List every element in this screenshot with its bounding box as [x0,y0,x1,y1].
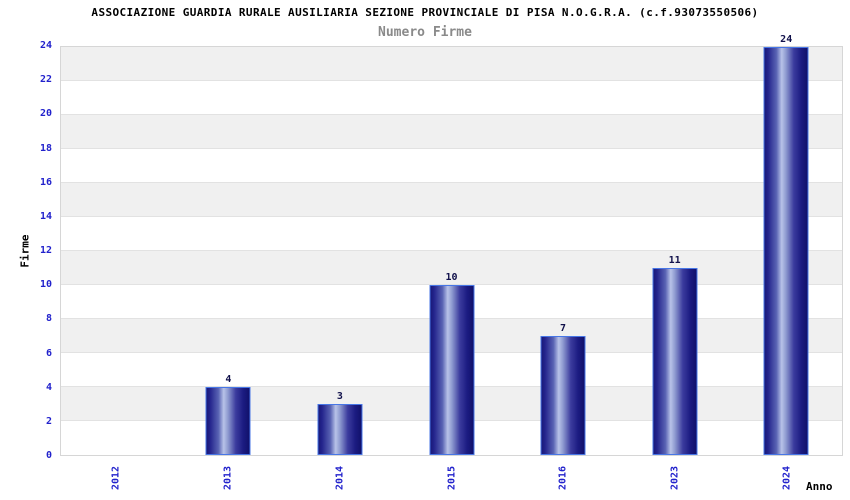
bar-2014 [317,404,363,455]
bar-2013 [205,387,251,455]
gridline [61,181,842,183]
bar-2024 [763,47,809,455]
y-tick-label: 0 [45,450,52,461]
gridline [61,216,842,217]
y-tick-label: 10 [39,279,52,291]
y-tick-label: 4 [45,381,52,393]
bar-2023 [652,268,698,455]
bar-value-label: 10 [445,272,458,283]
bar-2015 [429,285,474,455]
gridline [61,250,842,251]
bar-value-label: 4 [225,374,232,386]
y-tick-label: 6 [45,347,52,359]
plot-band [61,217,842,251]
x-tick-label: 2014 [334,465,346,491]
x-tick-label: 2015 [446,465,457,491]
plot-band [61,114,842,149]
x-tick-label: 2012 [110,465,122,491]
chart-subtitle: Numero Firme [378,25,472,40]
x-tick-label: 2013 [222,465,234,491]
bar-value-label: 24 [780,34,793,45]
bar-2016 [540,336,586,455]
x-tick-label: 2023 [669,465,681,491]
x-axis-title: Anno [806,480,833,493]
gridline [61,113,842,115]
gridline [61,283,842,285]
x-tick-label: 2024 [781,465,793,491]
y-tick-label: 20 [39,108,52,120]
gridline [61,79,842,81]
plot-band [61,182,842,217]
chart-title: ASSOCIAZIONE GUARDIA RURALE AUSILIARIA S… [91,6,759,19]
plot-band [61,80,842,115]
y-tick-label: 8 [45,313,52,325]
x-tick-label: 2016 [557,465,569,491]
y-tick-label: 12 [39,245,52,256]
y-tick-label: 16 [39,176,52,188]
y-tick-label: 14 [39,210,52,222]
y-tick-label: 2 [45,415,52,427]
bar-value-label: 11 [668,255,681,267]
gridline [61,148,842,149]
plot-band [61,47,842,81]
y-tick-label: 22 [39,74,52,86]
bar-value-label: 7 [560,323,567,335]
plot-area: 4 3 10 7 11 24 [60,34,843,456]
bar-value-label: 3 [336,391,343,402]
plot-band [61,149,842,183]
y-tick-label: 18 [39,142,52,154]
y-tick-label: 24 [39,40,52,51]
plot-band [61,251,842,285]
